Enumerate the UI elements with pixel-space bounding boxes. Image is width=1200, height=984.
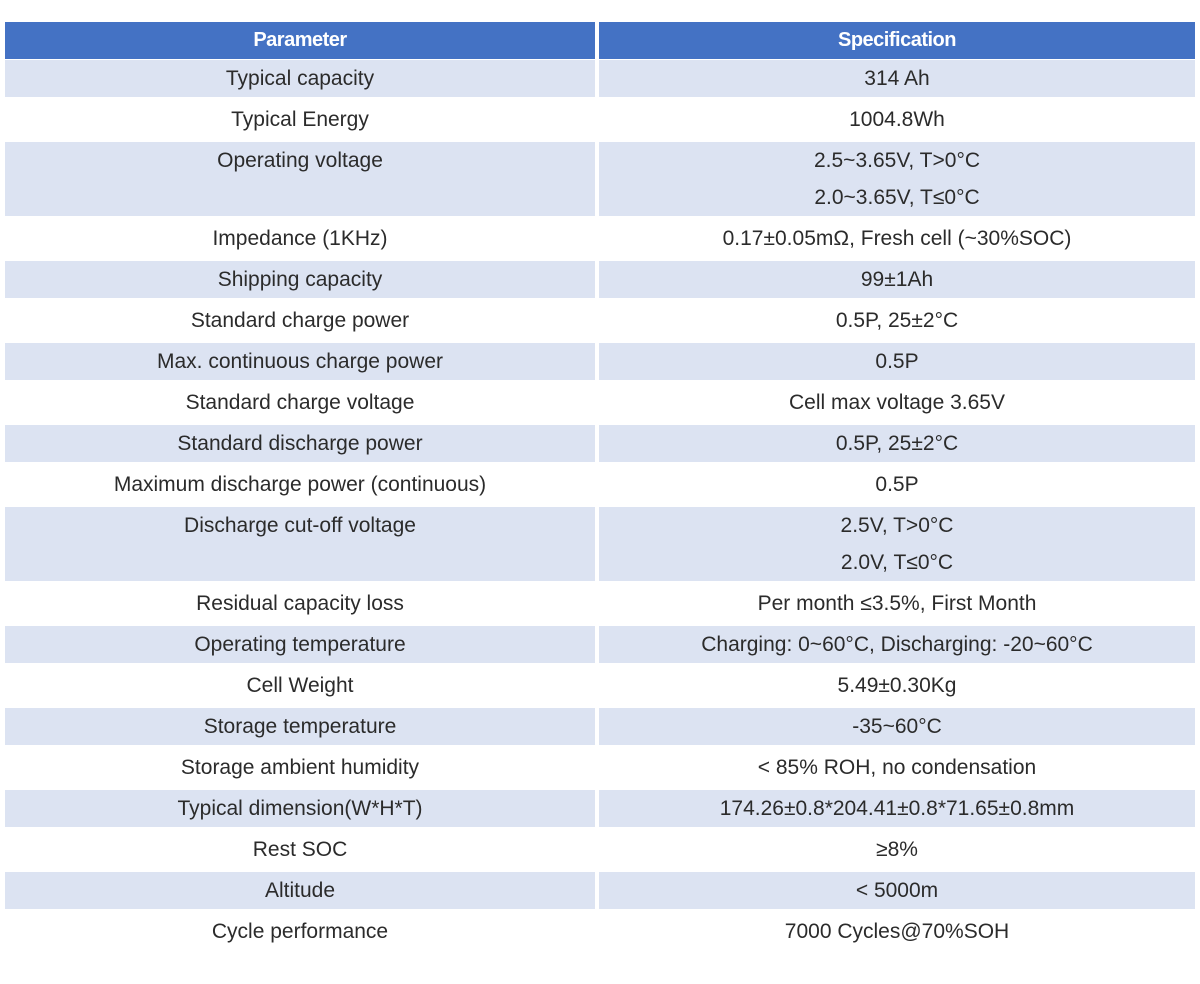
specification-cell: 0.17±0.05mΩ, Fresh cell (~30%SOC) xyxy=(599,220,1195,261)
table-row: Typical capacity 314 Ah xyxy=(5,60,1195,101)
table-row: Operating voltage 2.5~3.65V, T>0°C 2.0~3.6… xyxy=(5,142,1195,220)
parameter-cell: Rest SOC xyxy=(5,831,599,872)
parameter-cell: Standard charge voltage xyxy=(5,384,599,425)
parameter-cell: Standard discharge power xyxy=(5,425,599,466)
specification-cell: 0.5P xyxy=(599,466,1195,507)
table-row: Shipping capacity 99±1Ah xyxy=(5,261,1195,302)
specification-cell: Charging: 0~60°C, Discharging: -20~60°C xyxy=(599,626,1195,667)
parameter-cell: Storage ambient humidity xyxy=(5,749,599,790)
header-row: Parameter Specification xyxy=(5,22,1195,60)
specification-line: 2.0~3.65V, T≤0°C xyxy=(814,186,980,209)
table-row: Cell Weight 5.49±0.30Kg xyxy=(5,667,1195,708)
specification-cell: 2.5~3.65V, T>0°C 2.0~3.65V, T≤0°C xyxy=(599,142,1195,220)
specification-cell: 99±1Ah xyxy=(599,261,1195,302)
parameter-cell: Max. continuous charge power xyxy=(5,343,599,384)
specification-line: 2.5~3.65V, T>0°C xyxy=(813,149,981,172)
table-row: Discharge cut-off voltage 2.5V, T>0°C 2.0V… xyxy=(5,507,1195,585)
specification-cell: < 5000m xyxy=(599,872,1195,913)
table-row: Standard discharge power 0.5P, 25±2°C xyxy=(5,425,1195,466)
parameter-cell: Residual capacity loss xyxy=(5,585,599,626)
specification-cell: < 85% ROH, no condensation xyxy=(599,749,1195,790)
parameter-cell: Operating temperature xyxy=(5,626,599,667)
specification-cell: 174.26±0.8*204.41±0.8*71.65±0.8mm xyxy=(599,790,1195,831)
table-row: Typical Energy 1004.8Wh xyxy=(5,101,1195,142)
specification-cell: 0.5P, 25±2°C xyxy=(599,425,1195,466)
table-row: Operating temperature Charging: 0~60°C, D… xyxy=(5,626,1195,667)
header-parameter: Parameter xyxy=(5,22,599,60)
parameter-cell: Impedance (1KHz) xyxy=(5,220,599,261)
specification-cell: Per month ≤3.5%, First Month xyxy=(599,585,1195,626)
parameter-cell: Shipping capacity xyxy=(5,261,599,302)
specification-cell: Cell max voltage 3.65V xyxy=(599,384,1195,425)
table-row: Storage ambient humidity < 85% ROH, no co… xyxy=(5,749,1195,790)
parameter-cell: Altitude xyxy=(5,872,599,913)
table-row: Rest SOC ≥8% xyxy=(5,831,1195,872)
spec-table: Parameter Specification Typical capacity… xyxy=(5,22,1195,954)
parameter-cell: Cell Weight xyxy=(5,667,599,708)
table-row: Maximum discharge power (continuous) 0.5P xyxy=(5,466,1195,507)
table-row: Altitude < 5000m xyxy=(5,872,1195,913)
table-header: Parameter Specification xyxy=(5,22,1195,60)
table-row: Residual capacity loss Per month ≤3.5%, F… xyxy=(5,585,1195,626)
specification-line: 2.0V, T≤0°C xyxy=(840,551,954,574)
specification-cell: 7000 Cycles@70%SOH xyxy=(599,913,1195,954)
specification-cell: 314 Ah xyxy=(599,60,1195,101)
specification-cell: 0.5P xyxy=(599,343,1195,384)
table-row: Standard charge power 0.5P, 25±2°C xyxy=(5,302,1195,343)
specification-cell: 5.49±0.30Kg xyxy=(599,667,1195,708)
specification-cell: -35~60°C xyxy=(599,708,1195,749)
table-row: Typical dimension(W*H*T) 174.26±0.8*204.4… xyxy=(5,790,1195,831)
parameter-cell: Storage temperature xyxy=(5,708,599,749)
specification-cell: 2.5V, T>0°C 2.0V, T≤0°C xyxy=(599,507,1195,585)
parameter-cell: Typical dimension(W*H*T) xyxy=(5,790,599,831)
parameter-cell: Typical Energy xyxy=(5,101,599,142)
table-row: Impedance (1KHz) 0.17±0.05mΩ, Fresh cell … xyxy=(5,220,1195,261)
specification-cell: 0.5P, 25±2°C xyxy=(599,302,1195,343)
table-row: Standard charge voltage Cell max voltage … xyxy=(5,384,1195,425)
specification-cell: 1004.8Wh xyxy=(599,101,1195,142)
specification-cell: ≥8% xyxy=(599,831,1195,872)
table-row: Storage temperature -35~60°C xyxy=(5,708,1195,749)
table-row: Cycle performance 7000 Cycles@70%SOH xyxy=(5,913,1195,954)
parameter-cell: Standard charge power xyxy=(5,302,599,343)
specification-line: 2.5V, T>0°C xyxy=(840,514,954,537)
parameter-cell: Maximum discharge power (continuous) xyxy=(5,466,599,507)
table-body: Typical capacity 314 Ah Typical Energy 1004… xyxy=(5,60,1195,954)
parameter-cell: Typical capacity xyxy=(5,60,599,101)
parameter-cell: Cycle performance xyxy=(5,913,599,954)
header-specification: Specification xyxy=(599,22,1195,60)
parameter-cell: Operating voltage xyxy=(5,142,599,220)
parameter-cell: Discharge cut-off voltage xyxy=(5,507,599,585)
table-row: Max. continuous charge power 0.5P xyxy=(5,343,1195,384)
